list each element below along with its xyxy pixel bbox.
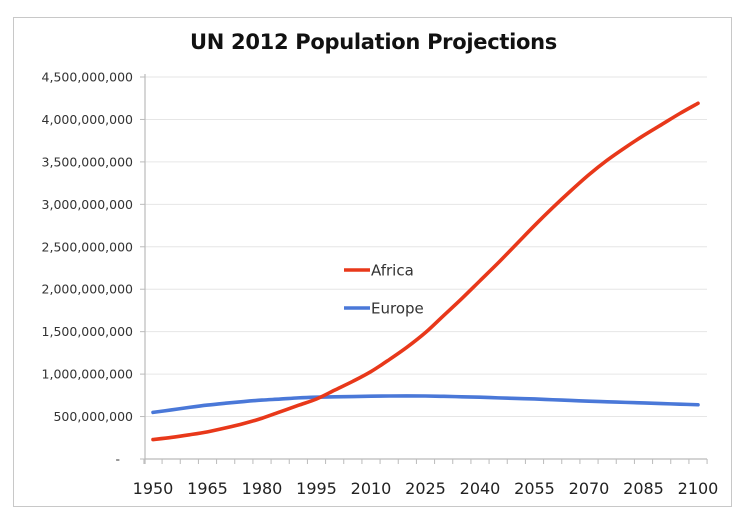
y-tick-label: 4,500,000,000 [42, 70, 133, 85]
x-tick-label: 2040 [460, 479, 501, 498]
x-tick-label: 1980 [242, 479, 283, 498]
x-tick-label: 1995 [296, 479, 337, 498]
series-line-africa [151, 101, 700, 442]
series-lines [151, 101, 700, 442]
y-axis-labels: - 500,000,000 1,000,000,000 1,500,000,000 2,… [42, 70, 133, 467]
legend-label-europe: Europe [371, 300, 424, 318]
y-tick-label: 500,000,000 [53, 409, 133, 424]
x-tick-label: 2010 [351, 479, 392, 498]
y-tick-label: 3,000,000,000 [42, 197, 133, 212]
y-tick-label: 1,500,000,000 [42, 324, 133, 339]
x-tick-label: 1950 [133, 479, 174, 498]
x-tick-label: 2085 [623, 479, 664, 498]
x-tick-label: 2025 [405, 479, 446, 498]
x-axis-labels: 1950 1965 1980 1995 2010 2025 2040 2055 2070 2085… [133, 479, 719, 498]
axes [143, 74, 708, 464]
y-tick-label: - [115, 452, 120, 467]
chart-title: UN 2012 Population Projections [190, 30, 557, 54]
y-tick-label: 1,000,000,000 [42, 367, 133, 382]
y-tick-label: 3,500,000,000 [42, 154, 133, 169]
legend: Africa Europe [344, 262, 424, 318]
x-tick-label: 2055 [514, 479, 555, 498]
y-tick-label: 4,000,000,000 [42, 112, 133, 127]
y-tick-label: 2,500,000,000 [42, 239, 133, 254]
x-tick-label: 2070 [569, 479, 610, 498]
series-line-europe [151, 394, 700, 415]
x-tick-label: 1965 [187, 479, 228, 498]
y-tick-label: 2,000,000,000 [42, 282, 133, 297]
x-tick-label: 2100 [678, 479, 719, 498]
chart-frame [13, 17, 732, 507]
legend-label-africa: Africa [371, 262, 414, 280]
